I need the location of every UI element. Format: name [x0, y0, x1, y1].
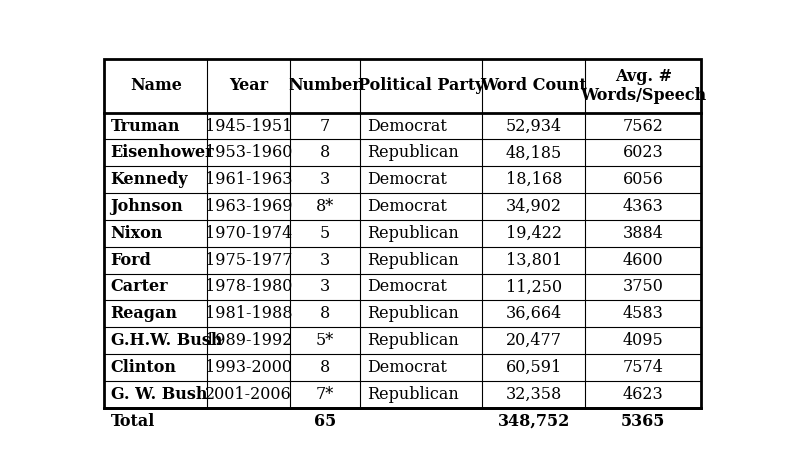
Text: 7: 7: [320, 117, 330, 134]
Text: 19,422: 19,422: [506, 225, 562, 242]
Text: 1953-1960: 1953-1960: [205, 144, 292, 161]
Text: 1989-1992: 1989-1992: [205, 332, 292, 349]
Text: 20,477: 20,477: [506, 332, 562, 349]
Text: Republican: Republican: [367, 225, 459, 242]
Text: 1945-1951: 1945-1951: [205, 117, 292, 134]
Text: Word Count: Word Count: [480, 77, 587, 94]
Text: 4095: 4095: [623, 332, 663, 349]
Text: 7562: 7562: [623, 117, 663, 134]
Text: 8: 8: [320, 305, 330, 322]
Text: 1963-1969: 1963-1969: [205, 198, 292, 215]
Text: Kennedy: Kennedy: [111, 171, 188, 188]
Text: 7*: 7*: [316, 386, 334, 403]
Text: 4583: 4583: [623, 305, 663, 322]
Text: Clinton: Clinton: [111, 359, 177, 376]
Text: 5*: 5*: [316, 332, 334, 349]
Text: 5365: 5365: [621, 413, 666, 430]
Text: 3: 3: [320, 252, 330, 268]
Text: G. W. Bush: G. W. Bush: [111, 386, 207, 403]
Text: Year: Year: [229, 77, 268, 94]
Text: 348,752: 348,752: [498, 413, 570, 430]
Text: Republican: Republican: [367, 332, 459, 349]
Text: 1978-1980: 1978-1980: [205, 279, 292, 295]
Text: Democrat: Democrat: [367, 171, 447, 188]
Text: 65: 65: [314, 413, 336, 430]
Text: G.H.W. Bush: G.H.W. Bush: [111, 332, 222, 349]
Text: 3: 3: [320, 171, 330, 188]
Text: Johnson: Johnson: [111, 198, 183, 215]
Text: Democrat: Democrat: [367, 198, 447, 215]
Text: 13,801: 13,801: [505, 252, 562, 268]
Text: 52,934: 52,934: [505, 117, 562, 134]
Text: 11,250: 11,250: [505, 279, 562, 295]
Text: 48,185: 48,185: [505, 144, 562, 161]
Text: 6023: 6023: [623, 144, 663, 161]
Text: Name: Name: [130, 77, 182, 94]
Text: 6056: 6056: [623, 171, 663, 188]
Text: 8: 8: [320, 144, 330, 161]
Text: 1975-1977: 1975-1977: [205, 252, 292, 268]
Text: 3: 3: [320, 279, 330, 295]
Text: Political Party: Political Party: [358, 77, 484, 94]
Text: Democrat: Democrat: [367, 359, 447, 376]
Text: 8: 8: [320, 359, 330, 376]
Text: Republican: Republican: [367, 305, 459, 322]
Text: 32,358: 32,358: [505, 386, 562, 403]
Text: Ford: Ford: [111, 252, 152, 268]
Text: Democrat: Democrat: [367, 117, 447, 134]
Text: 1993-2000: 1993-2000: [205, 359, 292, 376]
Text: Republican: Republican: [367, 386, 459, 403]
Text: 18,168: 18,168: [505, 171, 562, 188]
Text: 1961-1963: 1961-1963: [205, 171, 292, 188]
Text: 60,591: 60,591: [505, 359, 562, 376]
Text: 5: 5: [320, 225, 330, 242]
Text: Republican: Republican: [367, 252, 459, 268]
Text: Reagan: Reagan: [111, 305, 178, 322]
Text: 4623: 4623: [623, 386, 663, 403]
Text: Republican: Republican: [367, 144, 459, 161]
Text: 1970-1974: 1970-1974: [205, 225, 292, 242]
Text: Avg. #
Words/Speech: Avg. # Words/Speech: [580, 67, 707, 104]
Text: 3884: 3884: [623, 225, 663, 242]
Text: 2001-2006: 2001-2006: [205, 386, 292, 403]
Text: 1981-1988: 1981-1988: [205, 305, 292, 322]
Text: 3750: 3750: [623, 279, 663, 295]
Text: Nixon: Nixon: [111, 225, 163, 242]
Text: 7574: 7574: [623, 359, 663, 376]
Text: Eisenhower: Eisenhower: [111, 144, 214, 161]
Text: Total: Total: [111, 413, 155, 430]
Text: Number: Number: [288, 77, 362, 94]
Text: Democrat: Democrat: [367, 279, 447, 295]
Text: 4600: 4600: [623, 252, 663, 268]
Text: 4363: 4363: [623, 198, 663, 215]
Text: 36,664: 36,664: [505, 305, 562, 322]
Text: Truman: Truman: [111, 117, 180, 134]
Text: 8*: 8*: [316, 198, 334, 215]
Text: 34,902: 34,902: [506, 198, 562, 215]
Text: Carter: Carter: [111, 279, 168, 295]
